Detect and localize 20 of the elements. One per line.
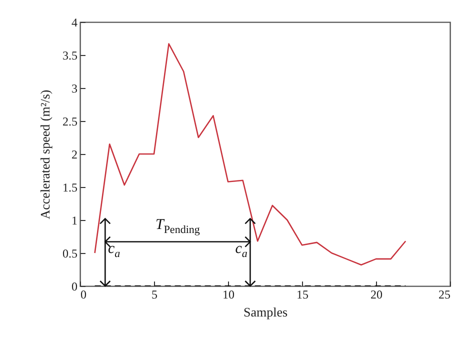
y-tick-label: 0.5 [62,246,78,260]
x-tick-label: 20 [370,288,382,302]
y-tick-label: 4 [72,16,78,30]
y-tick-label: 2 [72,148,78,162]
annotation: c$_{a}$ [235,240,248,260]
line-series [94,43,406,266]
x-tick-label: 15 [296,288,308,302]
x-tick-label: 5 [152,288,158,302]
x-tick-label: 25 [438,288,450,302]
y-tick-label: 1.5 [62,180,78,194]
x-tick-label: 0 [80,288,86,302]
x-axis-title: Samples [243,304,288,320]
y-tick-label: 1 [72,214,78,228]
y-tick-label: 3.5 [62,48,78,62]
y-tick-label: 2.5 [62,114,78,128]
annotation: T$_{Pending}$ [155,216,200,236]
y-tick-label: 3 [72,82,78,96]
x-tick-label: 10 [222,288,234,302]
y-axis-title: Accelerated speed (m²/s) [38,90,52,220]
annotation: c$_{a}$ [108,240,120,260]
